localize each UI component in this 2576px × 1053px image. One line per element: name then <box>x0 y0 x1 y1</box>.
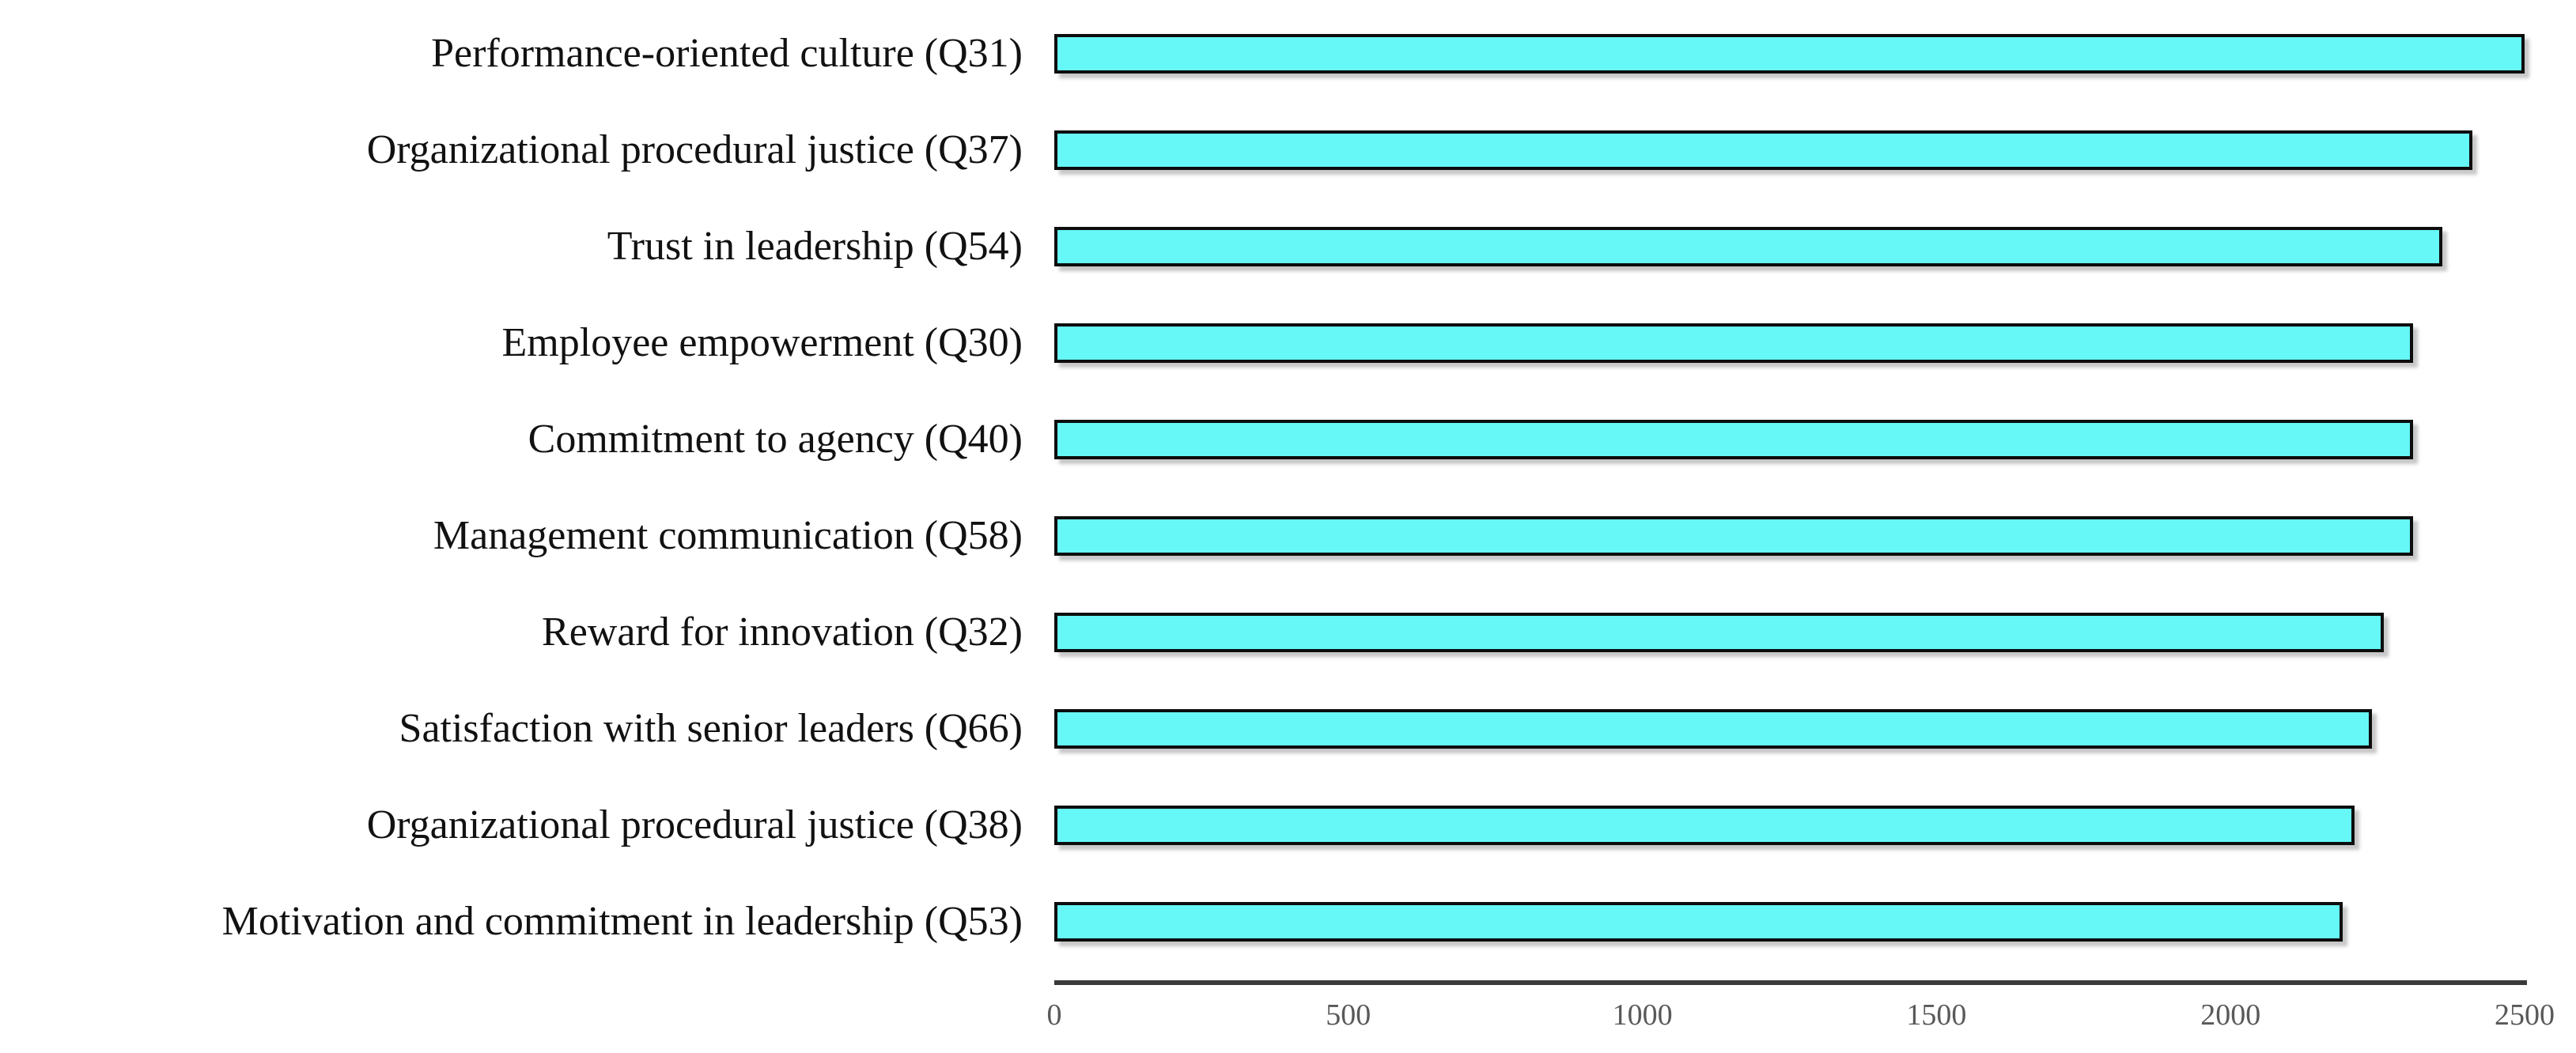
category-label: Performance-oriented culture (Q31) <box>431 30 1023 76</box>
chart-row: Management communication (Q58) <box>0 488 2576 584</box>
bar-track <box>1054 419 2525 460</box>
category-label: Management communication (Q58) <box>433 512 1023 558</box>
bar-track <box>1054 130 2525 171</box>
category-label: Organizational procedural justice (Q38) <box>366 802 1023 847</box>
category-label: Motivation and commitment in leadership … <box>221 898 1023 944</box>
x-axis-line <box>1054 980 2527 985</box>
chart-row: Organizational procedural justice (Q38) <box>0 777 2576 874</box>
category-label: Satisfaction with senior leaders (Q66) <box>399 705 1023 751</box>
category-label: Reward for innovation (Q32) <box>542 609 1023 655</box>
bar-track <box>1054 515 2525 557</box>
bar-track <box>1054 901 2525 942</box>
chart-row: Motivation and commitment in leadership … <box>0 874 2576 970</box>
chart-row: Organizational procedural justice (Q37) <box>0 102 2576 198</box>
bar-track <box>1054 805 2525 846</box>
chart-row: Trust in leadership (Q54) <box>0 198 2576 295</box>
bar-track <box>1054 226 2525 267</box>
bar <box>1054 227 2443 266</box>
chart-row: Reward for innovation (Q32) <box>0 584 2576 681</box>
bar <box>1054 613 2385 652</box>
category-label: Employee empowerment (Q30) <box>501 319 1023 365</box>
x-tick-label: 1000 <box>1612 998 1673 1032</box>
x-tick-label: 2500 <box>2495 998 2555 1032</box>
bar-track <box>1054 33 2525 74</box>
bar <box>1054 902 2343 942</box>
x-tick-label: 500 <box>1326 998 1371 1032</box>
x-tick-label: 1500 <box>1906 998 1967 1032</box>
bar <box>1054 34 2525 74</box>
bar <box>1054 323 2414 363</box>
chart-row: Employee empowerment (Q30) <box>0 295 2576 391</box>
bar <box>1054 709 2373 749</box>
chart-rows: Performance-oriented culture (Q31) Organi… <box>0 6 2576 970</box>
bar <box>1054 806 2355 845</box>
chart-row: Commitment to agency (Q40) <box>0 391 2576 488</box>
chart-row: Satisfaction with senior leaders (Q66) <box>0 681 2576 777</box>
bar <box>1054 420 2414 459</box>
bar-track <box>1054 708 2525 749</box>
bar <box>1054 516 2414 556</box>
x-tick-label: 0 <box>1046 998 1062 1032</box>
category-label: Organizational procedural justice (Q37) <box>366 126 1023 172</box>
chart-row: Performance-oriented culture (Q31) <box>0 6 2576 102</box>
bar-track <box>1054 323 2525 364</box>
bar-track <box>1054 612 2525 653</box>
category-label: Commitment to agency (Q40) <box>528 416 1023 462</box>
bar <box>1054 130 2472 170</box>
category-label: Trust in leadership (Q54) <box>607 223 1023 269</box>
x-tick-label: 2000 <box>2200 998 2261 1032</box>
